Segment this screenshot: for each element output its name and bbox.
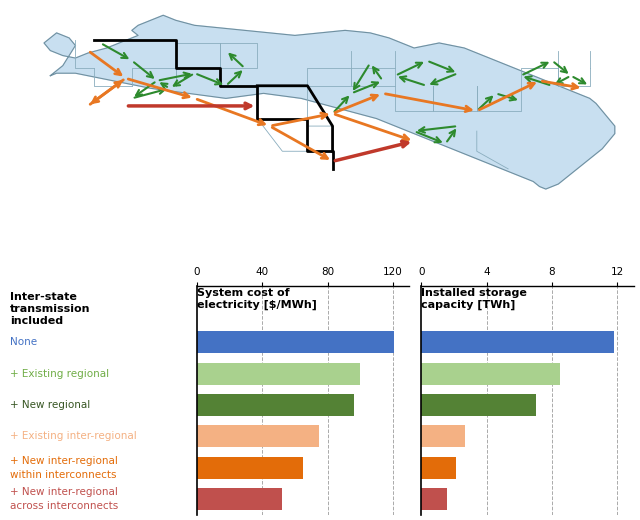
- Bar: [197, 363, 360, 385]
- Text: System cost of: System cost of: [197, 289, 289, 298]
- Bar: [197, 394, 354, 416]
- Polygon shape: [44, 15, 615, 189]
- Text: within interconnects: within interconnects: [10, 470, 116, 479]
- Text: + Existing inter-regional: + Existing inter-regional: [10, 432, 137, 441]
- Text: + New regional: + New regional: [10, 400, 90, 410]
- Text: transmission: transmission: [10, 304, 90, 314]
- Bar: [421, 394, 536, 416]
- Text: None: None: [10, 337, 37, 347]
- Bar: [197, 331, 394, 353]
- Text: Inter-state: Inter-state: [10, 292, 77, 302]
- Bar: [421, 331, 614, 353]
- Text: included: included: [10, 316, 63, 326]
- Text: electricity [$/MWh]: electricity [$/MWh]: [197, 300, 317, 310]
- Text: + New inter-regional: + New inter-regional: [10, 487, 118, 497]
- Bar: [197, 488, 282, 510]
- Bar: [421, 425, 465, 447]
- Bar: [421, 363, 560, 385]
- Bar: [421, 457, 456, 479]
- Text: Installed storage: Installed storage: [421, 289, 527, 298]
- Text: capacity [TWh]: capacity [TWh]: [421, 300, 516, 310]
- Bar: [197, 457, 303, 479]
- Bar: [197, 425, 319, 447]
- Text: + New inter-regional: + New inter-regional: [10, 456, 118, 466]
- Bar: [421, 488, 447, 510]
- Text: across interconnects: across interconnects: [10, 501, 118, 511]
- Text: + Existing regional: + Existing regional: [10, 369, 109, 379]
